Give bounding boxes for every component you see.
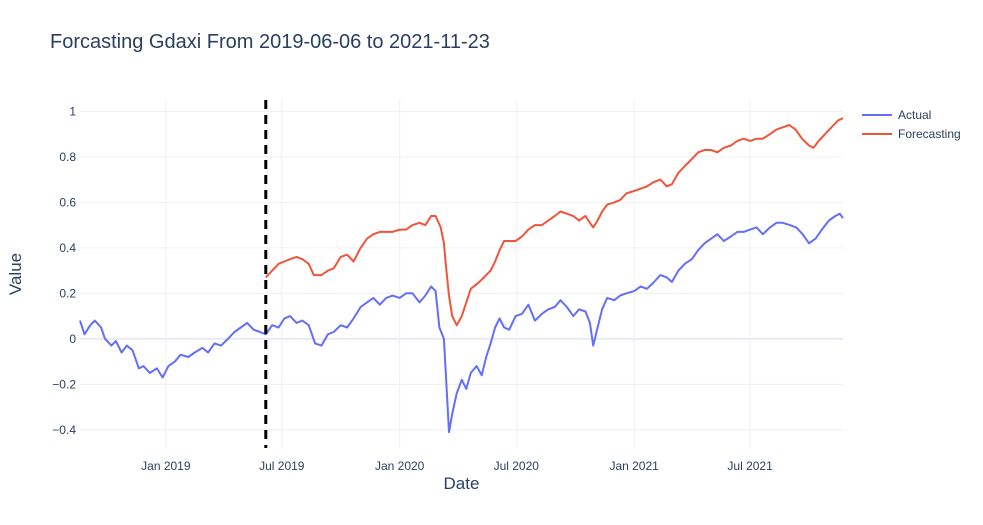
y-tick-label: −0.2 xyxy=(52,377,76,391)
x-tick-label: Jan 2020 xyxy=(375,459,425,473)
series-line-actual xyxy=(79,212,844,434)
x-tick-label: Jul 2019 xyxy=(259,459,305,473)
y-tick-label: −0.4 xyxy=(52,423,76,437)
grid-lines xyxy=(80,100,843,448)
y-tick-label: 0.4 xyxy=(59,241,76,255)
x-tick-label: Jan 2021 xyxy=(609,459,659,473)
y-tick-label: 1 xyxy=(69,104,76,118)
x-tick-label: Jul 2021 xyxy=(727,459,773,473)
y-tick-label: 0.8 xyxy=(59,150,76,164)
y-tick-label: 0 xyxy=(69,332,76,346)
y-axis-title: Value xyxy=(6,253,25,295)
chart-title: Forcasting Gdaxi From 2019-06-06 to 2021… xyxy=(50,31,490,53)
x-axis-title: Date xyxy=(444,474,480,493)
series-line-forecasting xyxy=(265,117,844,327)
tick-labels: −0.4 −0.2 0 0.2 0.4 0.6 0.8 1 Jan 2019 Jul 2019 Ja… xyxy=(52,104,773,473)
x-tick-label: Jul 2020 xyxy=(494,459,540,473)
series-lines xyxy=(79,117,844,434)
y-tick-label: 0.6 xyxy=(59,195,76,209)
y-tick-label: 0.2 xyxy=(59,286,76,300)
legend-item-forecasting[interactable]: Forecasting xyxy=(862,127,961,141)
legend-label: Actual xyxy=(898,108,931,122)
legend[interactable]: Actual Forecasting xyxy=(862,108,961,141)
legend-label: Forecasting xyxy=(898,127,961,141)
x-tick-label: Jan 2019 xyxy=(141,459,191,473)
legend-item-actual[interactable]: Actual xyxy=(862,108,931,122)
